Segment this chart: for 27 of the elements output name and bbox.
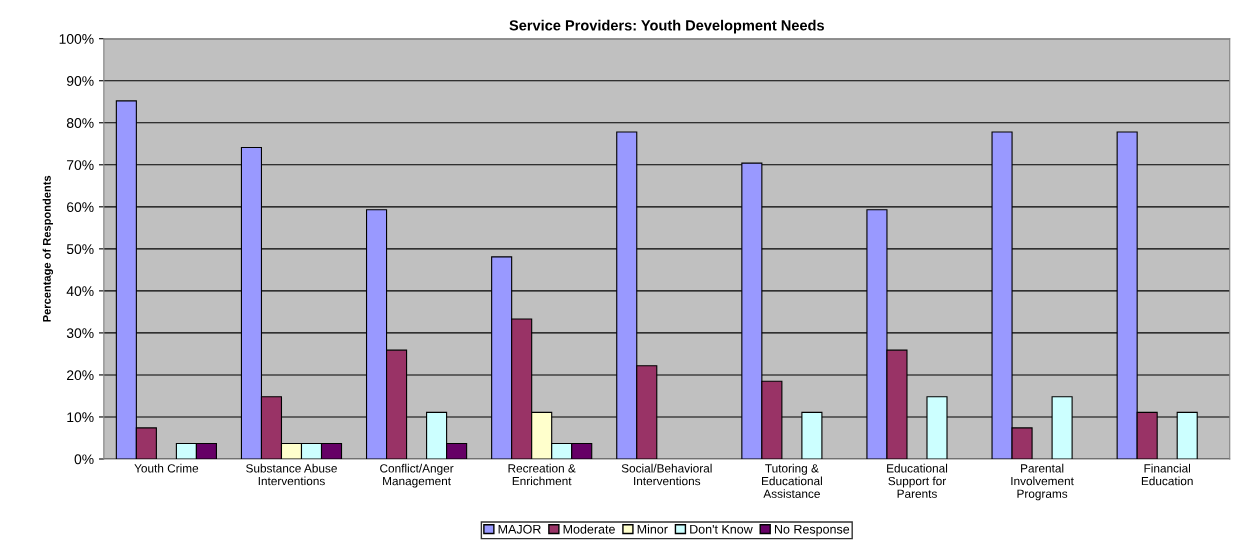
legend-label: No Response — [774, 524, 850, 537]
y-tick-label: 10% — [67, 412, 94, 423]
y-axis-title: Percentage of Respondents — [42, 175, 54, 322]
x-tick-label: Tutoring & Educational Assistance — [762, 463, 822, 498]
y-tick-label: 60% — [67, 202, 94, 212]
y-tick-label: 80% — [66, 118, 94, 128]
x-tick-label: Social/Behavioral Interventions — [621, 463, 712, 486]
legend-label: Moderate — [563, 524, 615, 534]
y-tick-label: 30% — [66, 328, 94, 339]
x-tick-label: Parental Involvement Programs — [1011, 463, 1074, 501]
y-tick-label: 50% — [66, 244, 94, 255]
x-tick-label: Youth Crime — [134, 463, 199, 473]
y-tick-label: 70% — [67, 160, 94, 170]
y-tick-label: 40% — [66, 286, 94, 297]
x-tick-label: Conflict/Anger Management — [380, 463, 454, 488]
x-tick-label: Financial Education — [1141, 463, 1193, 486]
x-tick-label: Recreation & Enrichment — [508, 463, 576, 486]
y-tick-label: 20% — [67, 370, 94, 381]
legend-label: Don't Know — [690, 524, 753, 534]
x-tick-label: Substance Abuse Interventions — [246, 463, 337, 486]
y-tick-label: 0% — [74, 454, 94, 465]
x-tick-label: Educational Support for Parents — [887, 463, 948, 498]
y-tick-label: 90% — [66, 76, 94, 86]
legend-label: MAJOR — [498, 524, 541, 534]
y-tick-label: 100% — [59, 34, 94, 44]
legend-label: Minor — [637, 524, 668, 534]
chart-title: Service Providers: Youth Development Needs — [509, 19, 824, 34]
